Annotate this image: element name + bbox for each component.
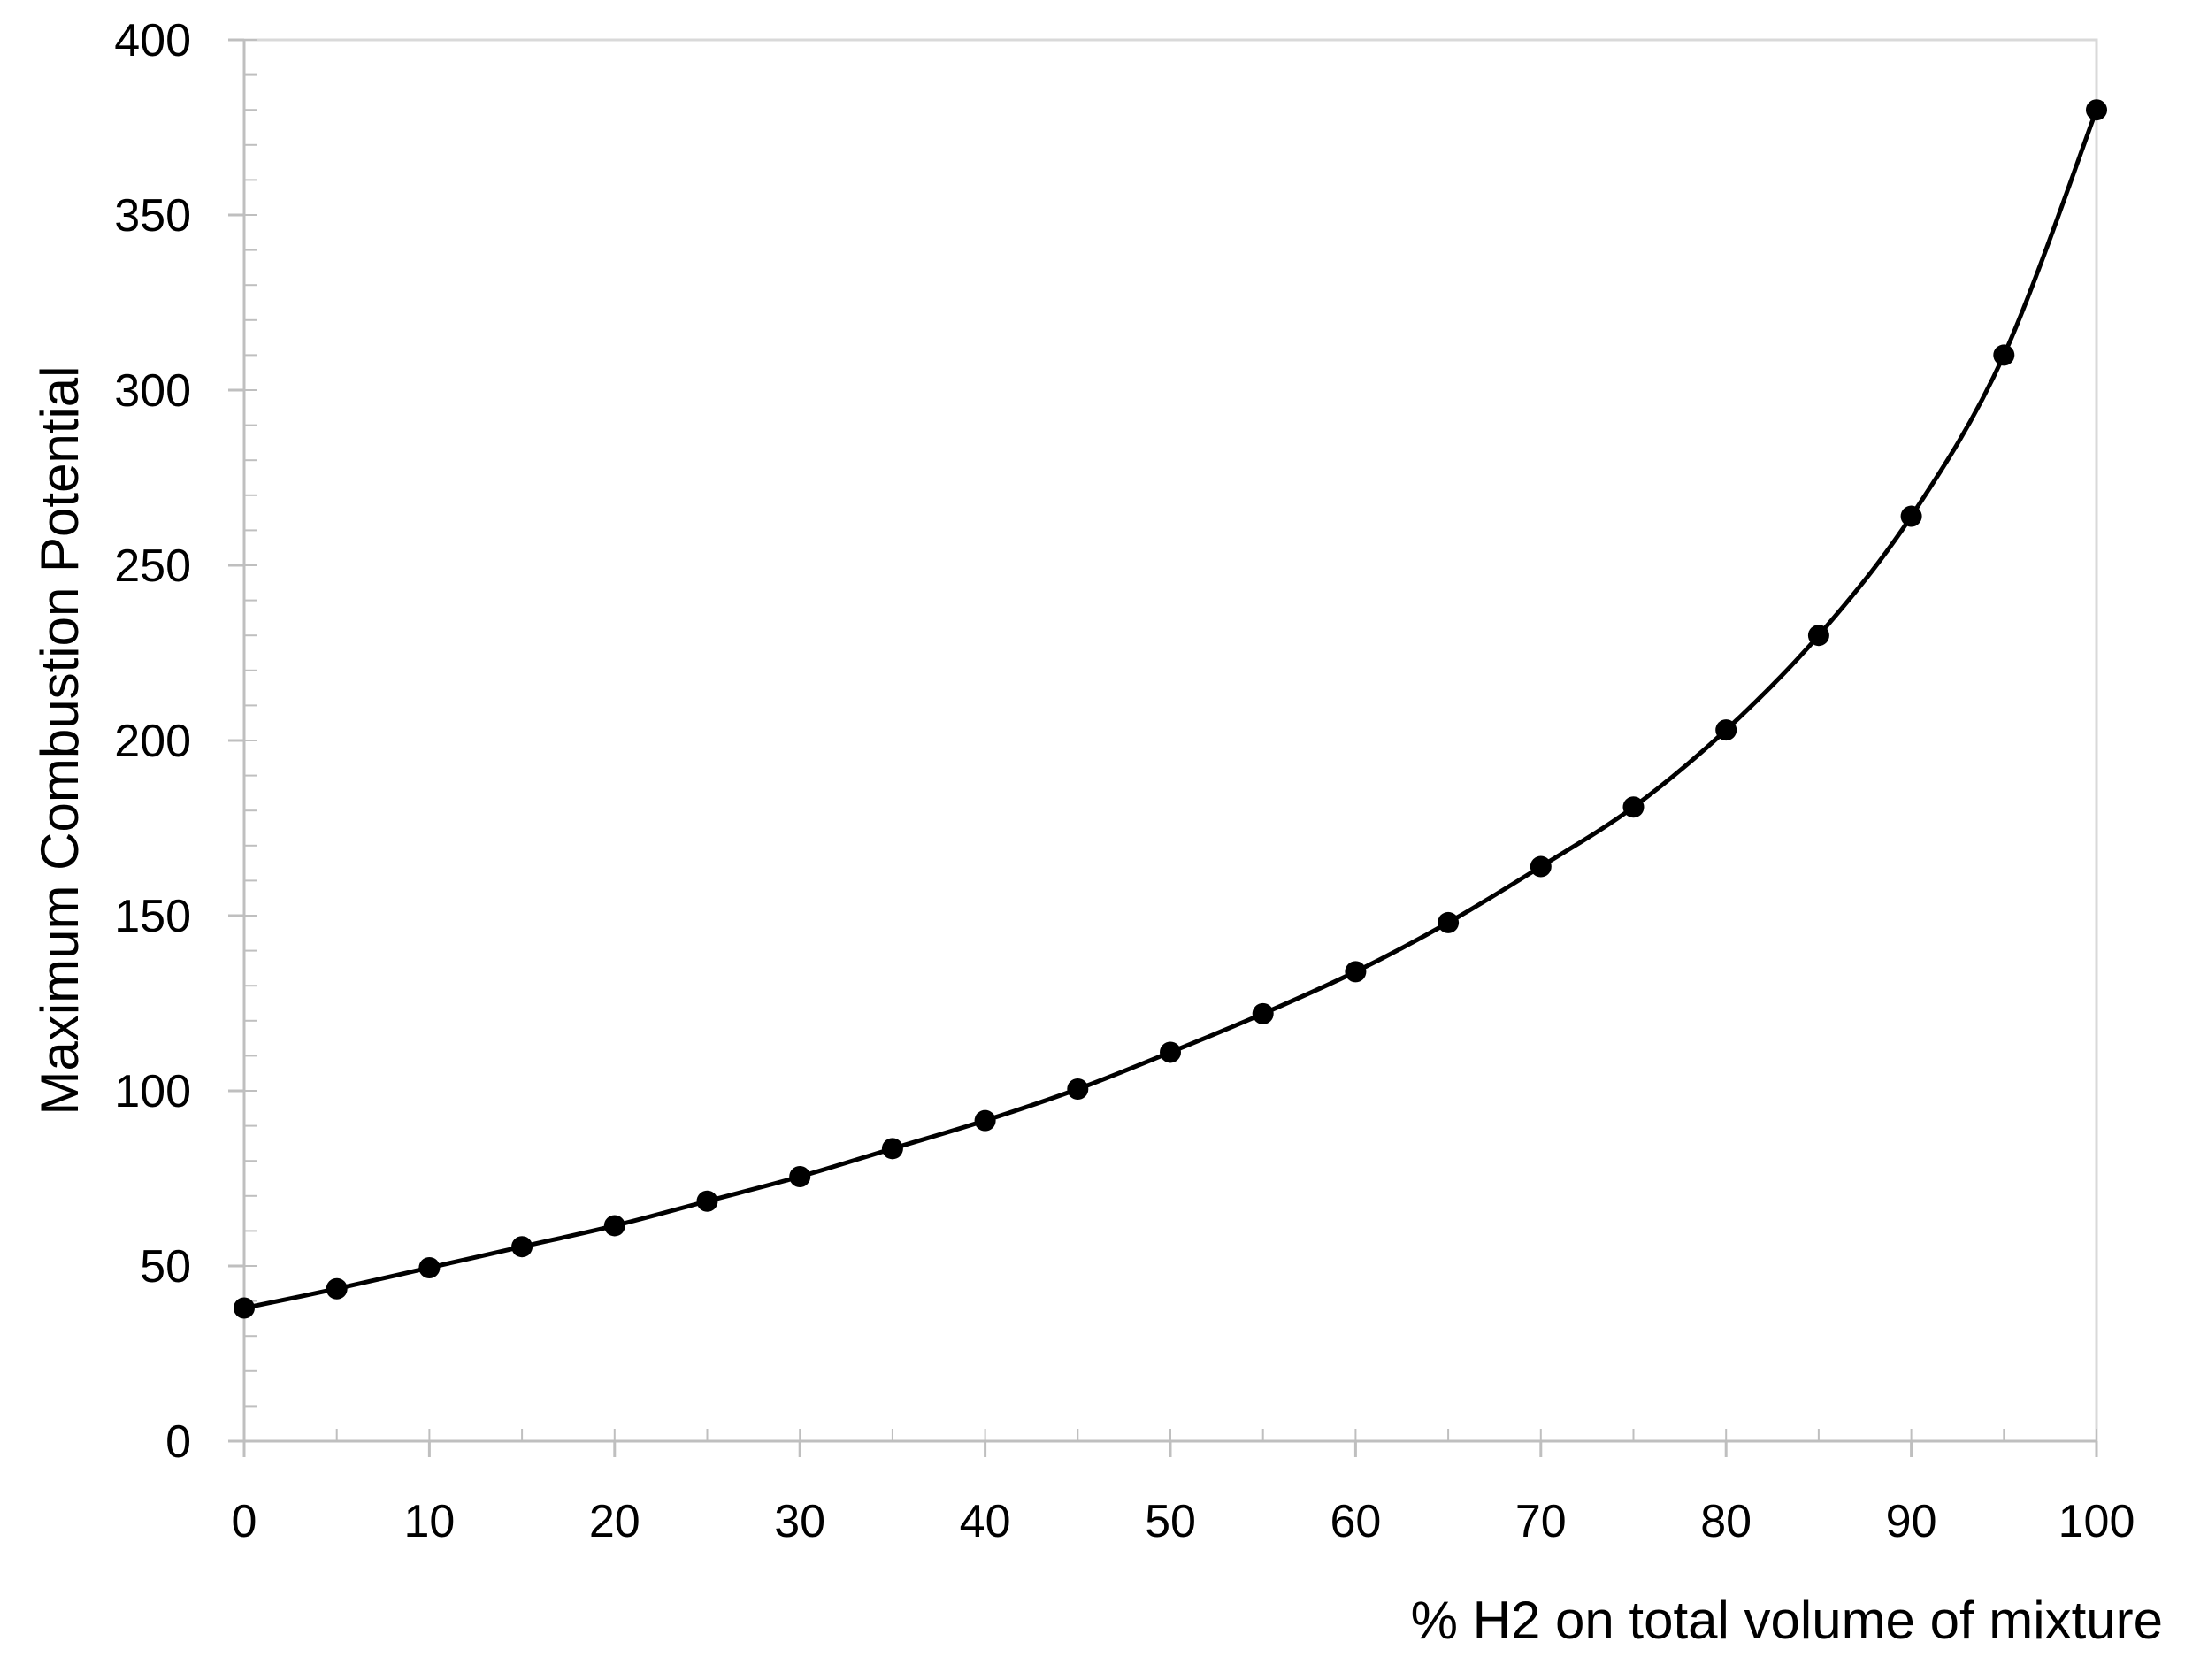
x-tick-label: 50 — [1145, 1496, 1196, 1547]
x-axis-title: % H2 on total volume of mixture — [1411, 1591, 2163, 1650]
data-point — [326, 1277, 348, 1300]
y-tick-label: 50 — [140, 1241, 191, 1293]
plot-frame — [242, 38, 2098, 1443]
y-axis-title: Maximum Combustion Potential — [30, 365, 89, 1115]
x-tick-label: 80 — [1700, 1496, 1752, 1547]
data-point — [1067, 1078, 1089, 1101]
x-tick-label: 40 — [960, 1496, 1011, 1547]
y-tick-label: 100 — [114, 1066, 191, 1117]
data-point — [1715, 719, 1737, 741]
y-tick-label: 250 — [114, 541, 191, 592]
data-point — [2086, 99, 2107, 121]
y-tick-label: 150 — [114, 891, 191, 942]
x-tick-label: 10 — [403, 1496, 455, 1547]
x-tick-label: 30 — [774, 1496, 825, 1547]
data-point — [418, 1256, 441, 1278]
data-point — [1622, 796, 1644, 818]
data-point — [1252, 1002, 1274, 1024]
data-point — [603, 1215, 625, 1237]
y-tick-label: 0 — [165, 1416, 191, 1468]
data-point — [1993, 344, 2015, 366]
data-point — [1807, 625, 1829, 647]
y-tick-label: 350 — [114, 190, 191, 242]
data-point — [1438, 911, 1460, 933]
data-point — [1900, 505, 1922, 527]
x-tick-label: 90 — [1886, 1496, 1937, 1547]
data-point — [881, 1138, 903, 1160]
y-tick-label: 300 — [114, 365, 191, 417]
x-tick-label: 20 — [589, 1496, 640, 1547]
y-tick-label: 400 — [114, 15, 191, 66]
data-point — [974, 1109, 996, 1132]
x-tick-label: 100 — [2058, 1496, 2135, 1547]
data-point — [234, 1297, 255, 1319]
data-point — [1530, 855, 1552, 878]
x-tick-label: 0 — [232, 1496, 257, 1547]
data-point — [789, 1166, 811, 1188]
x-tick-label: 60 — [1330, 1496, 1381, 1547]
data-point — [1345, 961, 1367, 983]
series-line — [243, 109, 2099, 1310]
data-point — [1160, 1041, 1181, 1063]
data-point — [511, 1236, 533, 1258]
data-point — [696, 1190, 718, 1212]
y-tick-label: 200 — [114, 716, 191, 767]
x-tick-label: 70 — [1515, 1496, 1567, 1547]
